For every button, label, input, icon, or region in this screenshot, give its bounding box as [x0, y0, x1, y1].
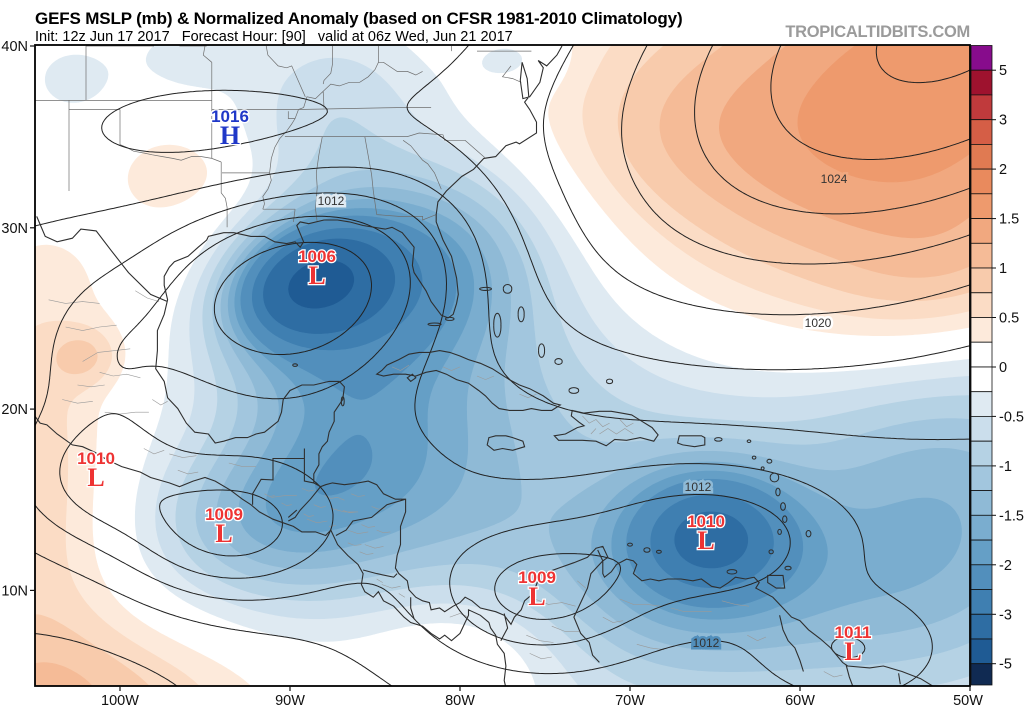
svg-text:L: L — [844, 637, 861, 666]
svg-text:5: 5 — [999, 63, 1007, 79]
svg-text:H: H — [220, 121, 240, 150]
svg-text:1020: 1020 — [805, 316, 832, 330]
svg-text:1024: 1024 — [821, 172, 848, 186]
svg-text:GEFS MSLP (mb) & Normalized An: GEFS MSLP (mb) & Normalized Anomaly (bas… — [35, 9, 682, 28]
svg-text:Init: 12z Jun 17 2017 Foreca: Init: 12z Jun 17 2017 Forecast Hour: [90… — [35, 29, 513, 45]
svg-text:L: L — [528, 582, 545, 611]
svg-text:-5: -5 — [999, 657, 1012, 673]
svg-text:L: L — [308, 261, 325, 290]
svg-text:1012: 1012 — [318, 194, 345, 208]
svg-text:1012: 1012 — [693, 636, 720, 650]
svg-text:TROPICALTIDBITS.COM: TROPICALTIDBITS.COM — [785, 23, 970, 41]
svg-text:70W: 70W — [615, 693, 645, 706]
svg-text:1006: 1006 — [298, 247, 336, 266]
svg-text:0: 0 — [999, 360, 1007, 376]
svg-text:10N: 10N — [1, 583, 28, 599]
svg-text:3: 3 — [999, 113, 1007, 129]
svg-text:L: L — [215, 519, 232, 548]
svg-text:1009: 1009 — [518, 568, 556, 587]
svg-text:30N: 30N — [1, 221, 28, 237]
svg-text:50W: 50W — [953, 693, 983, 706]
svg-text:1016: 1016 — [211, 107, 249, 126]
svg-text:60W: 60W — [785, 693, 815, 706]
svg-text:L: L — [697, 526, 714, 555]
svg-text:1012: 1012 — [685, 480, 712, 494]
svg-text:-1.5: -1.5 — [999, 508, 1024, 524]
svg-text:-2: -2 — [999, 558, 1012, 574]
svg-text:-1: -1 — [999, 459, 1012, 475]
svg-text:0.5: 0.5 — [999, 311, 1019, 327]
svg-text:-0.5: -0.5 — [999, 409, 1024, 425]
svg-text:1010: 1010 — [687, 512, 725, 531]
svg-text:1010: 1010 — [77, 449, 115, 468]
svg-text:40N: 40N — [1, 39, 28, 55]
svg-text:100W: 100W — [101, 693, 139, 706]
svg-text:-3: -3 — [999, 607, 1012, 623]
svg-text:20N: 20N — [1, 402, 28, 418]
svg-text:1: 1 — [999, 261, 1007, 277]
svg-text:2: 2 — [999, 162, 1007, 178]
svg-text:1.5: 1.5 — [999, 212, 1019, 228]
svg-text:1011: 1011 — [835, 623, 872, 642]
svg-text:90W: 90W — [275, 693, 305, 706]
svg-text:80W: 80W — [445, 693, 475, 706]
svg-text:1009: 1009 — [205, 505, 243, 524]
svg-text:L: L — [87, 463, 104, 492]
